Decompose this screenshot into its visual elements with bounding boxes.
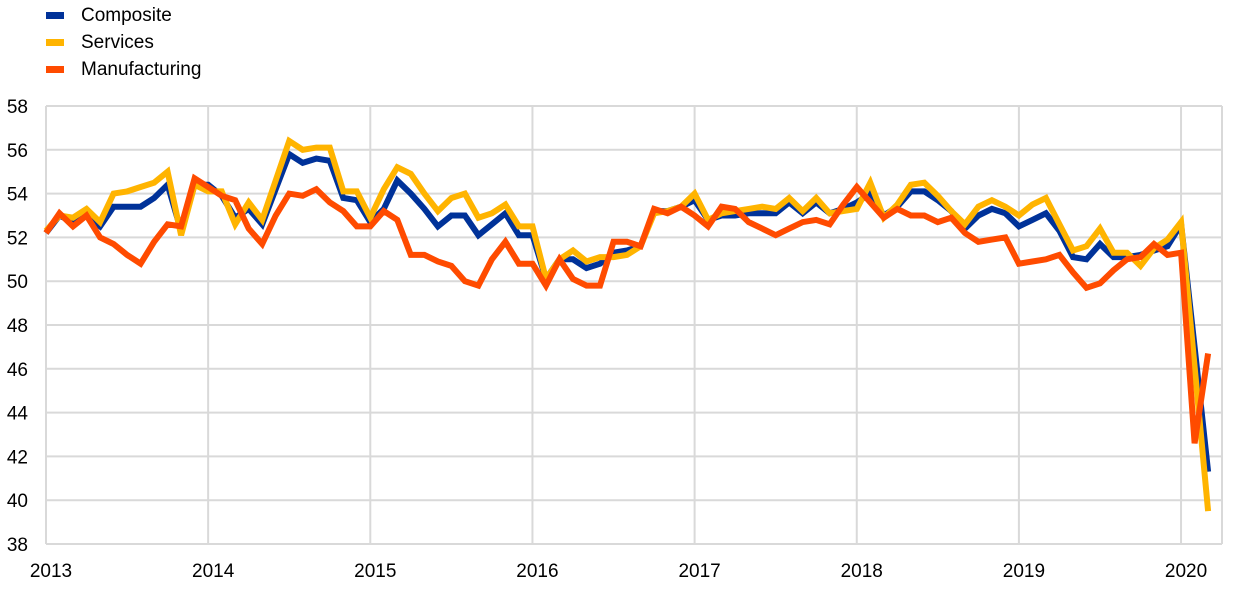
x-tick-label: 2015 [354, 561, 396, 582]
y-tick-label: 46 [7, 360, 28, 381]
x-tick-label: 2017 [678, 561, 720, 582]
legend-label: Manufacturing [81, 58, 202, 80]
y-tick-label: 42 [7, 447, 28, 468]
y-tick-label: 56 [7, 141, 28, 162]
x-tick-label: 2014 [192, 561, 235, 582]
x-tick-label: 2020 [1165, 561, 1207, 582]
y-tick-label: 38 [7, 535, 28, 556]
y-tick-label: 40 [7, 491, 28, 512]
x-tick-label: 2019 [1003, 561, 1045, 582]
legend-swatch-composite [46, 12, 64, 19]
y-tick-label: 52 [7, 228, 28, 249]
legend-swatch-services [46, 39, 64, 46]
y-tick-label: 58 [7, 97, 28, 118]
y-tick-label: 44 [7, 404, 29, 425]
y-axis-ticks: 38 40 42 44 46 48 50 52 54 56 58 [7, 97, 29, 556]
x-tick-label: 2013 [30, 561, 72, 582]
y-tick-label: 50 [7, 272, 28, 293]
legend-item-composite: Composite [46, 2, 201, 29]
series-line-services [43, 136, 1212, 512]
legend: Composite Services Manufacturing [46, 2, 201, 83]
legend-item-manufacturing: Manufacturing [46, 56, 201, 83]
series-lines [43, 136, 1212, 512]
gridlines [45, 105, 1223, 545]
x-axis-ticks: 2013 2014 2015 2016 2017 2018 2019 2020 [30, 561, 1207, 582]
y-tick-label: 48 [7, 316, 28, 337]
series-line-manufacturing [43, 173, 1212, 444]
x-tick-label: 2018 [841, 561, 883, 582]
legend-item-services: Services [46, 29, 201, 56]
legend-swatch-manufacturing [46, 66, 64, 73]
y-tick-label: 54 [7, 185, 29, 206]
x-tick-label: 2016 [516, 561, 558, 582]
legend-label: Composite [81, 4, 172, 26]
legend-label: Services [81, 31, 154, 53]
